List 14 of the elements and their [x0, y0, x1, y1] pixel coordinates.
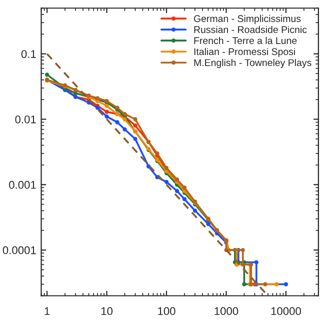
legend-label: German - Simplicissimus [194, 14, 301, 24]
x-tick-label: 10000 [271, 307, 301, 316]
y-tick-label: 0.1 [21, 50, 36, 58]
x-tick-label: 100 [158, 307, 176, 316]
legend-label: Italian - Promessi Sposi [194, 48, 295, 58]
y-tick-label: 0.001 [9, 180, 36, 189]
legend-label: Russian - Roadside Picnic [194, 26, 307, 34]
legend-label: M.English - Towneley Plays [194, 58, 312, 68]
x-tick-label: 1 [44, 307, 50, 315]
y-tick-label: 0.0001 [2, 246, 36, 254]
y-tick-label: 0.01 [15, 116, 36, 124]
x-tick-label: 1000 [214, 307, 238, 316]
x-tick-label: 10 [101, 307, 113, 316]
legend-label: French - Terre a la Lune [194, 36, 297, 44]
